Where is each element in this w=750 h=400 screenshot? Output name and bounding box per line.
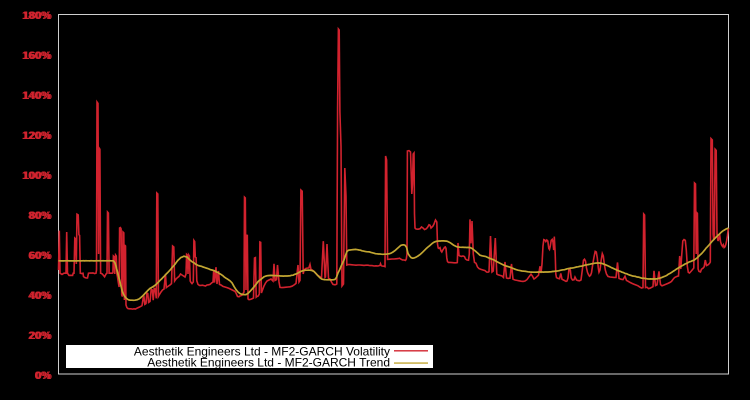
- svg-text:Aesthetik Engineers Ltd - MF2-: Aesthetik Engineers Ltd - MF2-GARCH Vola…: [134, 344, 390, 358]
- svg-text:0%: 0%: [34, 370, 50, 382]
- svg-text:100%: 100%: [22, 170, 51, 182]
- svg-text:140%: 140%: [22, 90, 51, 102]
- svg-text:120%: 120%: [22, 130, 51, 142]
- svg-text:180%: 180%: [22, 10, 51, 22]
- svg-text:Aesthetik Engineers Ltd - MF2-: Aesthetik Engineers Ltd - MF2-GARCH Tren…: [147, 356, 390, 370]
- svg-text:80%: 80%: [28, 210, 51, 222]
- svg-text:60%: 60%: [28, 250, 51, 262]
- svg-text:160%: 160%: [22, 50, 51, 62]
- svg-text:40%: 40%: [28, 290, 51, 302]
- svg-text:20%: 20%: [28, 330, 51, 342]
